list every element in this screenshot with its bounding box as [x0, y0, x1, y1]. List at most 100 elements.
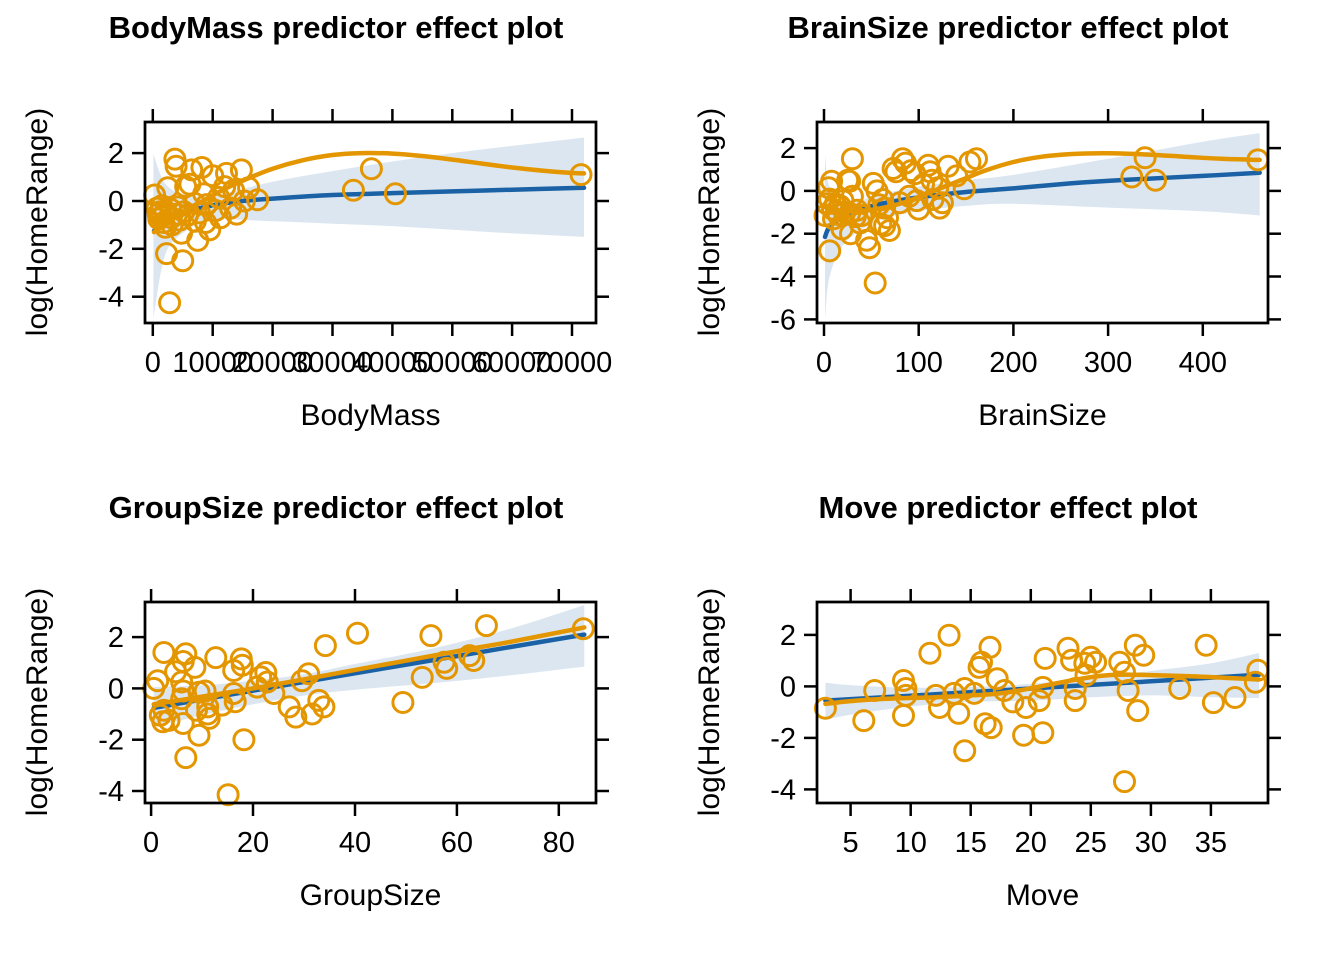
x-tick-label: 40 [339, 827, 371, 859]
data-point [1243, 670, 1267, 694]
y-axis-label-move: log(HomeRange) [693, 587, 726, 817]
x-tick-label: 200 [989, 347, 1037, 379]
data-point [192, 182, 216, 206]
x-tick-label: 10 [895, 827, 927, 859]
data-point [820, 169, 844, 193]
data-point [965, 147, 988, 171]
data-point [1073, 651, 1097, 675]
x-tick-label: 50000 [412, 347, 493, 379]
data-point [877, 219, 901, 242]
data-point [164, 154, 188, 178]
x-tick-label: 0 [816, 347, 832, 379]
data-point [204, 646, 228, 670]
data-point [1126, 699, 1150, 723]
y-tick-label: 0 [780, 671, 796, 703]
x-tick-label: 60 [441, 827, 473, 859]
data-point [1113, 770, 1136, 794]
confidence-band [153, 137, 584, 319]
data-point [979, 716, 1003, 740]
x-tick-label: 0 [143, 827, 159, 859]
data-point [297, 662, 321, 686]
x-tick-label: 15 [955, 827, 987, 859]
data-point [952, 177, 976, 201]
data-point [1201, 691, 1225, 715]
x-tick-label: 20000 [232, 347, 313, 379]
y-tick-label: -4 [770, 774, 796, 806]
y-tick-label: -2 [770, 723, 796, 755]
data-point [232, 728, 256, 752]
y-tick-label: -4 [770, 262, 796, 294]
data-point [1079, 645, 1103, 669]
panel-title-brainsize: BrainSize predictor effect plot [787, 10, 1229, 45]
y-tick-label: 2 [108, 138, 124, 170]
data-point [1031, 675, 1055, 699]
y-axis-label-brainsize: log(HomeRange) [693, 107, 726, 337]
data-point [171, 712, 195, 735]
plot-box [815, 120, 1270, 325]
data-point [569, 163, 593, 187]
data-point [1132, 643, 1156, 667]
data-point [1194, 633, 1218, 657]
data-point [435, 656, 459, 680]
panel-brainsize: BrainSize predictor effect plot 0 100 200 3… [672, 0, 1344, 480]
y-tick-label: 0 [108, 186, 124, 218]
y-ticks: 2 0 -2 -4 -6 [770, 133, 1281, 336]
panel-title-groupsize: GroupSize predictor effect plot [108, 490, 564, 525]
data-point [391, 691, 415, 714]
x-tick-label: 10000 [172, 347, 253, 379]
data-point [985, 667, 1009, 691]
data-point [918, 641, 942, 665]
scatter-points [143, 147, 593, 315]
x-tick-label: 0 [145, 347, 161, 379]
x-tick-label: 20 [237, 827, 269, 859]
data-point [255, 670, 279, 694]
data-point [254, 661, 278, 684]
data-point [458, 644, 482, 668]
y-tick-label: 2 [780, 133, 796, 165]
data-point [1063, 689, 1087, 713]
data-point [818, 239, 842, 263]
data-point [894, 677, 918, 700]
data-point [196, 695, 220, 719]
x-tick-label: 60000 [472, 347, 553, 379]
data-point [341, 178, 365, 202]
data-point [863, 679, 887, 702]
data-point [171, 249, 195, 273]
panel-title-bodymass: BodyMass predictor effect plot [108, 10, 564, 45]
data-point [962, 681, 986, 705]
plot-box [143, 600, 598, 805]
data-point [930, 191, 954, 215]
x-tick-label: 30 [1135, 827, 1167, 859]
data-point [180, 158, 204, 182]
plot-box [815, 600, 1270, 805]
data-point [1056, 636, 1080, 660]
x-tick-label: 100 [895, 347, 943, 379]
panel-move: Move predictor effect plot 5 10 15 20 25 30 35… [672, 480, 1344, 960]
data-point [953, 739, 977, 763]
data-point [225, 202, 249, 226]
x-tick-label: 30000 [292, 347, 373, 379]
data-point [1116, 679, 1140, 702]
data-point [246, 188, 270, 212]
x-tick-label: 40000 [352, 347, 433, 379]
data-point [346, 621, 369, 645]
data-point [873, 196, 897, 220]
x-ticks: 5 10 15 20 25 30 35 [843, 589, 1227, 859]
data-point [1168, 677, 1192, 700]
panel-groupsize: GroupSize predictor effect plot 0 20 40 60 8… [0, 480, 672, 960]
data-point [313, 634, 337, 658]
y-ticks: 2 0 -2 -4 [98, 138, 609, 314]
panel-title-move: Move predictor effect plot [818, 490, 1198, 525]
x-ticks: 0 100 200 300 400 [816, 109, 1227, 379]
data-point [183, 655, 207, 679]
data-point [947, 701, 971, 725]
data-point [223, 690, 247, 714]
data-point [170, 670, 194, 694]
data-point [174, 746, 198, 770]
data-point [222, 682, 246, 705]
data-point [978, 635, 1002, 659]
data-point [892, 704, 915, 727]
data-point [158, 291, 182, 315]
data-point [359, 157, 383, 181]
